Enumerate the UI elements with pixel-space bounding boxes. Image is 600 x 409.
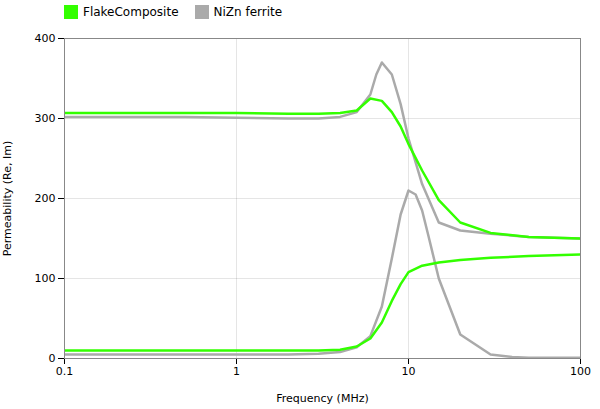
svg-text:100: 100 [35, 272, 56, 285]
svg-text:400: 400 [35, 32, 56, 45]
svg-text:0: 0 [49, 352, 56, 365]
html-text:FlakeComposite: FlakeComposite [83, 5, 179, 19]
svg-text:Frequency (MHz): Frequency (MHz) [276, 392, 368, 405]
html-text:NiZn ferrite: NiZn ferrite [213, 5, 283, 19]
svg-text:200: 200 [35, 192, 56, 205]
svg-text:10: 10 [402, 365, 416, 378]
svg-text:0.1: 0.1 [56, 365, 74, 378]
svg-text:Permeability (Re, Im): Permeability (Re, Im) [1, 141, 14, 256]
svg-text:300: 300 [35, 112, 56, 125]
svg-text:1: 1 [233, 365, 240, 378]
svg-text:100: 100 [570, 365, 591, 378]
